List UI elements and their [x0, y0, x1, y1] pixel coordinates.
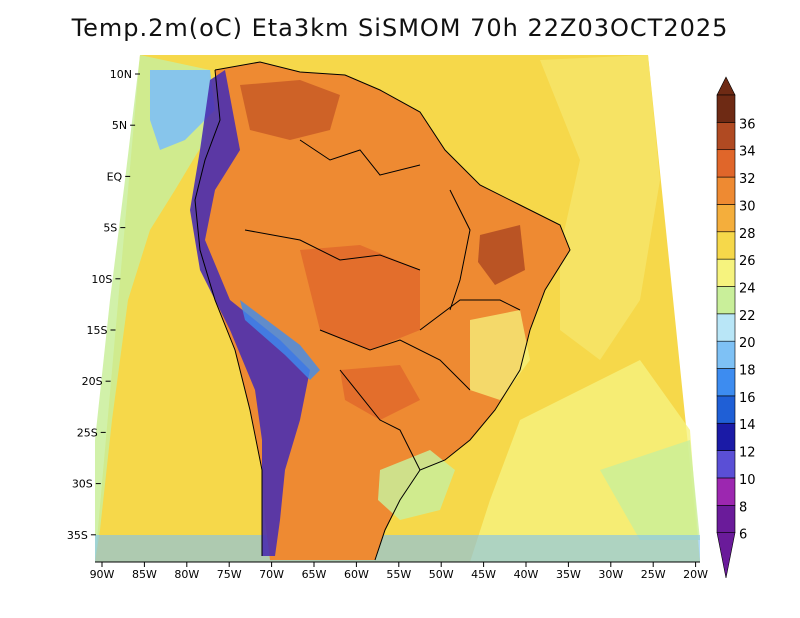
andes-cold-strip: [190, 70, 310, 556]
colorbar-label: 32: [739, 172, 756, 187]
lat-tick-label: 10N: [110, 68, 132, 81]
lon-tick-label: 30W: [598, 568, 623, 581]
lon-tick-label: 85W: [132, 568, 157, 581]
colorbar-label: 26: [739, 254, 756, 269]
colorbar-label: 16: [739, 391, 756, 406]
colorbar-swatch: [716, 368, 736, 397]
lat-tick-label: 15S: [87, 324, 108, 337]
colorbar-swatch: [716, 149, 736, 178]
hot-patch-center: [300, 245, 420, 350]
colorbar-swatch: [716, 258, 736, 287]
lon-tick-label: 25W: [641, 568, 666, 581]
lat-tick-label: 20S: [82, 375, 103, 388]
lon-tick-label: 35W: [556, 568, 581, 581]
colorbar-label: 36: [739, 117, 756, 132]
country-borders: [194, 61, 571, 561]
atlantic-mild-area: [540, 55, 660, 360]
colorbar-label: 34: [739, 145, 756, 160]
lon-tick-label: 60W: [344, 568, 369, 581]
colorbar-label: 30: [739, 199, 756, 214]
lon-tick-label: 50W: [429, 568, 454, 581]
south-atlantic-green: [600, 440, 700, 540]
colorbar-swatch: [716, 231, 736, 260]
hot-patch-northeast: [478, 225, 525, 285]
andes-blue-fringe: [240, 300, 320, 380]
colorbar-label: 22: [739, 309, 756, 324]
hot-patch-south: [340, 365, 420, 420]
map-title: Temp.2m(oC) Eta3km SiSMOM 70h 22Z03OCT20…: [71, 14, 729, 42]
lat-tick-label: EQ: [107, 170, 123, 183]
longitude-axis: 90W 85W 80W 75W 70W 65W 60W 55W 50W 45W 40W 35W 30W 2…: [90, 561, 708, 581]
latitude-axis: 10N 5N EQ 5S 10S 15S 20S 25S 30S 35S: [67, 68, 140, 542]
colorbar-label: 20: [739, 336, 756, 351]
colorbar-label: 12: [739, 446, 756, 461]
colorbar-label: 24: [739, 281, 756, 296]
lat-tick-label: 10S: [91, 273, 112, 286]
colorbar-swatch: [716, 450, 736, 479]
colorbar-swatch: [716, 504, 736, 533]
lon-tick-label: 80W: [174, 568, 199, 581]
colorbar-top-tip: [716, 76, 736, 96]
hot-patch-north: [240, 80, 340, 140]
colorbar-label: 18: [739, 364, 756, 379]
lon-tick-label: 75W: [217, 568, 242, 581]
lat-tick-label: 30S: [72, 478, 93, 491]
colorbar-label: 14: [739, 418, 756, 433]
lat-tick-label: 25S: [77, 426, 98, 439]
pacific-blue-patch: [150, 70, 215, 150]
colorbar-label: 6: [739, 528, 747, 543]
lon-tick-label: 55W: [386, 568, 411, 581]
colorbar-swatch: [716, 204, 736, 233]
lon-tick-label: 70W: [259, 568, 284, 581]
colorbar-swatch: [716, 477, 736, 506]
colorbar-swatch: [716, 176, 736, 205]
lon-tick-label: 20W: [683, 568, 708, 581]
lon-tick-label: 40W: [514, 568, 539, 581]
colorbar-swatch: [716, 122, 736, 151]
lat-tick-label: 35S: [67, 529, 88, 542]
map-area: [95, 55, 700, 562]
colorbar-swatch: [716, 313, 736, 342]
lat-tick-label: 5S: [103, 222, 117, 235]
colorbar-swatch: [716, 340, 736, 369]
colorbar-label: 8: [739, 500, 747, 515]
colorbar: 6 8 10 12 14 16 18 20 22 24 26 28 30 32 34 36: [716, 76, 756, 579]
lon-tick-label: 45W: [471, 568, 496, 581]
colorbar-swatch: [716, 395, 736, 424]
colorbar-label: 10: [739, 473, 756, 488]
south-brazil-cool: [378, 450, 455, 520]
colorbar-swatch: [716, 422, 736, 451]
colorbar-label: 28: [739, 227, 756, 242]
lat-tick-label: 5N: [112, 119, 127, 132]
colorbar-bottom-tip: [716, 532, 736, 579]
lon-tick-label: 90W: [90, 568, 115, 581]
south-edge-blue: [95, 535, 700, 562]
colorbar-swatch: [716, 286, 736, 315]
lon-tick-label: 65W: [302, 568, 327, 581]
colorbar-swatch: [716, 94, 736, 123]
